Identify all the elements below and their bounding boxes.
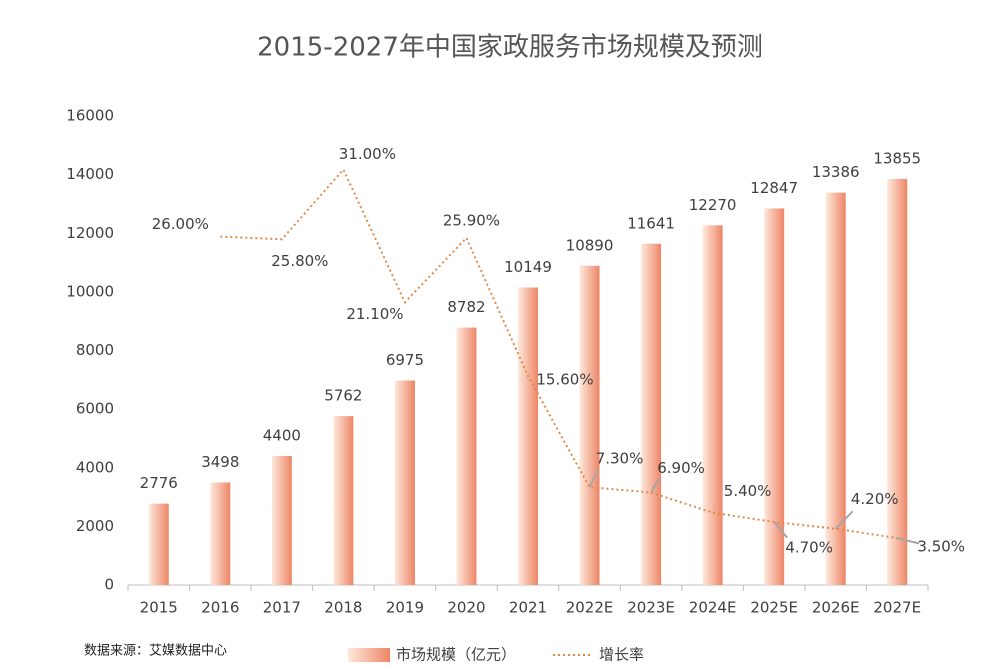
bar [579,265,600,585]
y-tick-label: 16000 [66,107,114,125]
bar [764,208,785,586]
leader-line [896,537,920,545]
bar-value-label: 5762 [324,387,362,405]
bar-value-label: 12270 [689,196,737,214]
y-tick-label: 0 [104,576,114,594]
leader-line [834,510,854,530]
legend-label: 市场规模（亿元） [396,646,516,664]
x-tick-label: 2022E [566,599,614,617]
legend-label: 增长率 [599,646,644,664]
y-tick-label: 12000 [66,224,114,242]
x-tick-label: 2023E [627,599,675,617]
x-tick-label: 2024E [689,599,737,617]
leader-line [588,469,599,488]
bar [394,380,415,585]
bar [210,482,231,585]
y-tick-label: 6000 [76,400,114,418]
x-tick-label: 2020 [447,599,485,617]
y-tick-label: 8000 [76,341,114,359]
source: 数据来源：艾媒数据中心 [84,644,227,659]
line-value-label: 5.40% [724,482,772,500]
bar [702,225,723,585]
line-value-label: 4.20% [851,490,899,508]
bar-value-label: 13855 [873,149,921,167]
line-value-label: 25.80% [271,252,328,270]
bar-value-label: 12847 [750,179,798,197]
y-tick-label: 14000 [66,165,114,183]
bar-value-label: 2776 [140,474,178,492]
bar [333,416,354,585]
line-value-label: 31.00% [339,145,396,163]
line-value-label: 6.90% [657,459,705,477]
bar-value-label: 10149 [504,258,552,276]
leader-line [773,521,788,539]
line-value-label: 7.30% [596,450,644,468]
bar [148,503,169,585]
x-tick-label: 2021 [509,599,547,617]
growth-line [220,167,898,540]
y-tick-label: 4000 [76,458,114,476]
x-tick-label: 2016 [201,599,239,617]
x-tick-label: 2027E [873,599,921,617]
x-tick-label: 2018 [324,599,362,617]
x-tick-label: 2015 [140,599,178,617]
line-value-label: 4.70% [785,539,833,557]
bar-value-label: 13386 [812,163,860,181]
line-value-label: 26.00% [152,215,209,233]
y-tick-label: 10000 [66,282,114,300]
chart-title: 2015-2027年中国家政服务市场规模及预测 [257,33,763,63]
leader-line [650,477,660,494]
x-tick-label: 2026E [812,599,860,617]
x-tick-label: 2025E [750,599,798,617]
bar-value-label: 8782 [447,298,485,316]
line-value-label: 15.60% [536,370,593,388]
bar-value-label: 10890 [566,236,614,254]
bar-value-label: 4400 [263,427,301,445]
x-tick-label: 2019 [386,599,424,617]
bar [641,243,662,585]
bar [518,287,538,585]
line-value-label: 3.50% [917,538,965,556]
line-value-label: 21.10% [346,305,403,323]
legend-swatch [348,648,390,662]
bar-value-label: 6975 [386,351,424,369]
bar [271,456,292,585]
y-tick-label: 2000 [76,517,114,535]
bar [456,327,477,585]
bar-value-label: 11641 [627,214,675,232]
line-value-label: 25.90% [443,211,500,229]
bar [825,192,846,586]
bar [887,178,908,585]
x-tick-label: 2017 [263,599,301,617]
bar-value-label: 3498 [201,453,239,471]
